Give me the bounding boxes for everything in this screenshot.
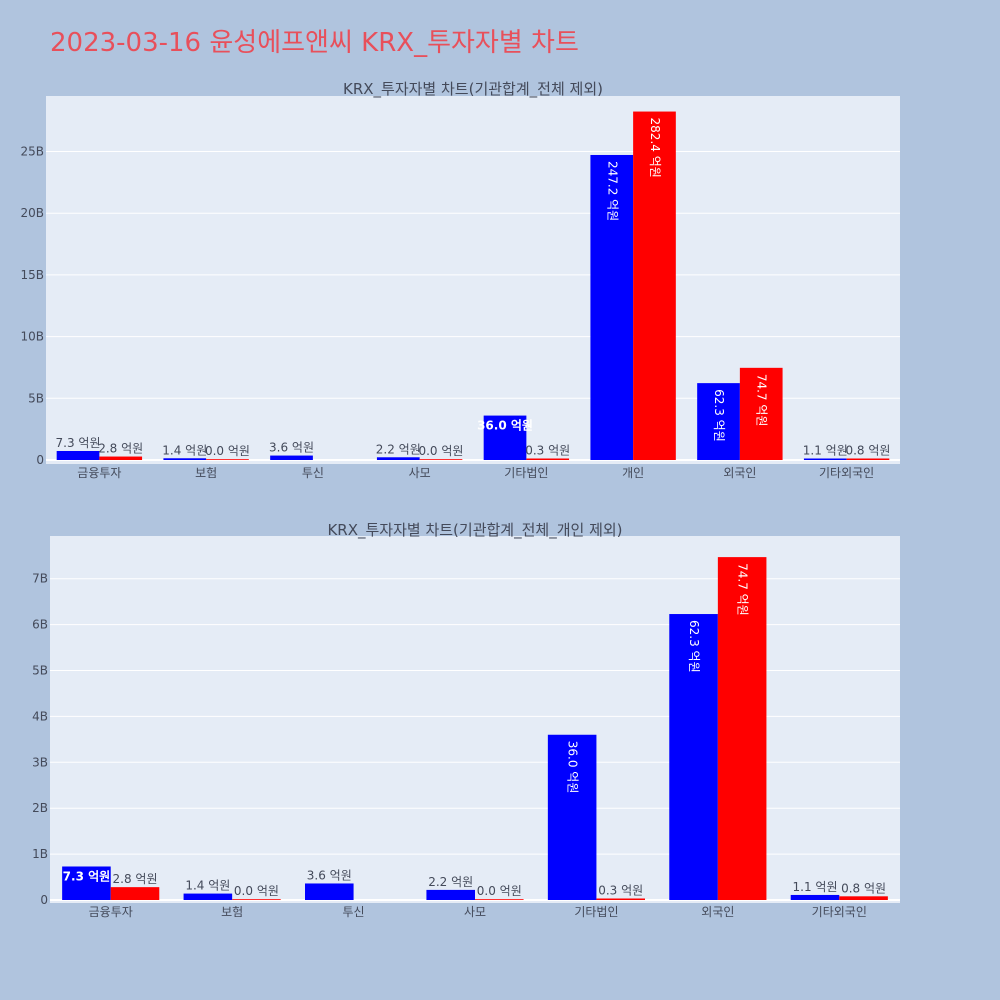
y-tick-label: 25B [20, 145, 44, 159]
buy-bar [669, 614, 718, 900]
x-tick-label: 외국인 [701, 905, 734, 919]
buy-bar [803, 458, 847, 460]
data-label: 36.0 억원 [566, 741, 580, 794]
data-label: 1.1 억원 [793, 880, 838, 894]
buy-bar [697, 383, 740, 460]
x-tick-label: 금융투자 [77, 466, 121, 480]
buy-bar [270, 455, 313, 460]
y-tick-label: 6B [32, 618, 48, 632]
y-tick-label: 3B [32, 755, 48, 769]
data-label: 0.0 억원 [234, 884, 279, 898]
x-tick-label: 기타법인 [574, 905, 618, 919]
sell-bar [110, 887, 160, 900]
x-tick-label: 기타외국인 [819, 466, 874, 480]
x-tick-label: 외국인 [723, 466, 756, 480]
data-label: 0.8 억원 [845, 444, 890, 458]
y-tick-label: 15B [20, 268, 44, 282]
subplot-title: KRX_투자자별 차트(기관합계_전체 제외) [343, 80, 603, 99]
subplot-title: KRX_투자자별 차트(기관합계_전체_개인 제외) [327, 521, 622, 540]
data-label: 1.4 억원 [162, 443, 207, 457]
data-label: 2.8 억원 [98, 442, 143, 456]
sell-bar [739, 367, 783, 460]
data-label: 1.4 억원 [185, 879, 230, 893]
sell-bar [846, 458, 890, 460]
x-tick-label: 금융투자 [89, 905, 133, 919]
chart-panel-2: 0 1B 2B 3B 4B 5B 6B 7B KRX_투자자별 차트(기관합계_전체_개인 제외… [32, 521, 900, 919]
data-label: 3.6 억원 [307, 868, 352, 882]
data-label: 7.3 억원 [56, 436, 101, 450]
x-tick-label: 투신 [302, 466, 324, 480]
sell-bar [717, 557, 767, 900]
sell-bar [475, 899, 524, 900]
buy-bar [305, 883, 354, 900]
y-tick-label: 4B [32, 709, 48, 723]
plot-area [50, 536, 900, 903]
sell-bar [419, 459, 463, 460]
x-tick-label: 기타외국인 [812, 905, 867, 919]
x-tick-label: 개인 [622, 466, 644, 480]
data-label: 0.3 억원 [525, 444, 570, 458]
data-label: 62.3 억원 [687, 620, 701, 673]
buy-bar [376, 457, 420, 460]
data-label: 74.7 억원 [736, 563, 750, 616]
x-tick-label: 투신 [343, 905, 365, 919]
sell-bar [596, 898, 645, 900]
y-tick-label: 20B [20, 206, 44, 220]
data-label: 0.8 억원 [841, 881, 886, 895]
data-label: 74.7 억원 [755, 374, 769, 427]
x-tick-label: 사모 [464, 905, 486, 919]
data-label: 36.0 억원 [477, 419, 533, 433]
data-label: 3.6 억원 [269, 441, 314, 455]
x-tick-label: 기타법인 [504, 466, 548, 480]
y-tick-label: 5B [28, 391, 44, 405]
x-tick-label: 보험 [195, 466, 217, 480]
sell-bar [633, 111, 676, 460]
buy-bar [547, 734, 597, 900]
sell-bar [206, 459, 249, 460]
buy-bar [790, 894, 840, 900]
data-label: 2.2 억원 [376, 442, 421, 456]
sell-bar [526, 458, 570, 460]
y-tick-label: 7B [32, 572, 48, 586]
data-label: 62.3 억원 [712, 389, 726, 442]
data-label: 247.2 억원 [605, 161, 619, 221]
buy-bar [183, 893, 233, 900]
y-tick-label: 0 [40, 893, 48, 907]
buy-bar [483, 415, 527, 460]
y-tick-label: 5B [32, 663, 48, 677]
buy-bar [590, 154, 634, 460]
data-label: 2.2 억원 [428, 875, 473, 889]
data-label: 0.3 억원 [598, 884, 643, 898]
x-tick-label: 사모 [409, 466, 431, 480]
buy-bar [426, 889, 475, 900]
chart-panel-1: 0 5B 10B 15B 20B 25B KRX_투자자별 차트(기관합계_전체 제외) 금융… [20, 80, 900, 480]
data-label: 1.1 억원 [803, 444, 848, 458]
y-tick-label: 10B [20, 330, 44, 344]
page-title: 2023-03-16 윤성에프앤씨 KRX_투자자별 차트 [50, 28, 579, 58]
sell-bar [839, 896, 888, 900]
data-label: 282.4 억원 [648, 118, 662, 178]
sell-bar [99, 456, 143, 460]
y-tick-label: 1B [32, 847, 48, 861]
x-tick-label: 보험 [221, 905, 243, 919]
buy-bar [163, 458, 207, 460]
data-label: 2.8 억원 [113, 872, 158, 886]
data-label: 0.0 억원 [418, 444, 463, 458]
buy-bar [56, 450, 100, 460]
y-tick-label: 2B [32, 801, 48, 815]
buy-bar [62, 866, 111, 900]
sell-bar [232, 899, 281, 900]
data-label: 0.0 억원 [205, 444, 250, 458]
data-label: 0.0 억원 [477, 884, 522, 898]
data-label: 7.3 억원 [63, 869, 111, 883]
y-tick-label: 0 [36, 453, 44, 467]
